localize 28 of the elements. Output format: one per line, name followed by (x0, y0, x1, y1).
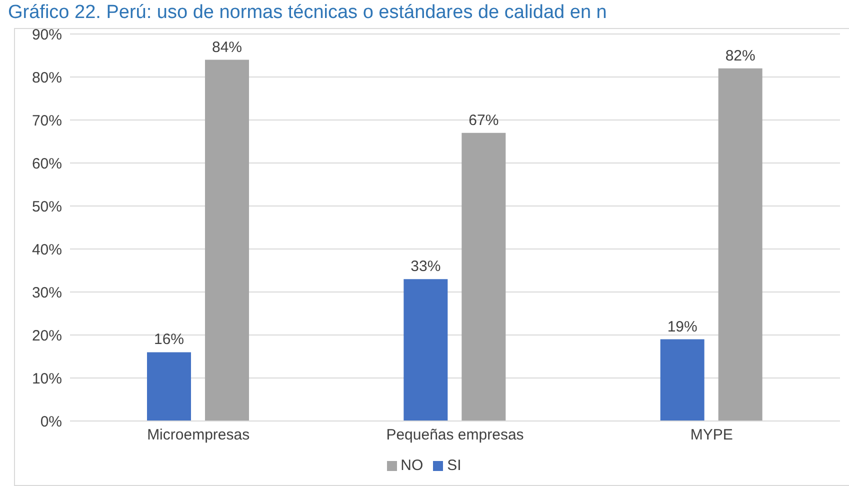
bar (718, 68, 762, 421)
y-tick-label: 40% (32, 241, 62, 258)
bar (462, 132, 506, 421)
bar (205, 60, 249, 421)
legend-label: SI (447, 457, 462, 474)
x-tick-label: MYPE (690, 426, 733, 444)
data-label: 19% (667, 318, 698, 336)
data-label: 82% (725, 47, 756, 64)
bar (147, 352, 191, 421)
data-label: 16% (154, 331, 184, 348)
y-tick-label: 10% (32, 370, 62, 388)
y-tick-label: 0% (40, 413, 62, 430)
y-tick-label: 50% (32, 198, 62, 216)
y-tick-label: 90% (32, 26, 62, 44)
legend-label: NO (400, 457, 424, 474)
x-tick-label: Pequeñas empresas (386, 426, 524, 444)
chart-title: Gráfico 22. Perú: uso de normas técnicas o estándares de calidad en n (8, 2, 607, 24)
y-tick-label: 60% (32, 155, 62, 172)
y-tick-label: 30% (32, 284, 62, 302)
y-tick-label: 80% (32, 69, 62, 86)
data-label: 67% (468, 112, 499, 129)
data-label: 84% (212, 38, 242, 56)
x-tick-label: Microempresas (147, 426, 250, 444)
data-label: 33% (410, 258, 441, 276)
y-tick-label: 70% (32, 112, 62, 130)
bar (660, 339, 704, 421)
y-tick-label: 20% (32, 327, 62, 344)
bar (404, 279, 448, 421)
